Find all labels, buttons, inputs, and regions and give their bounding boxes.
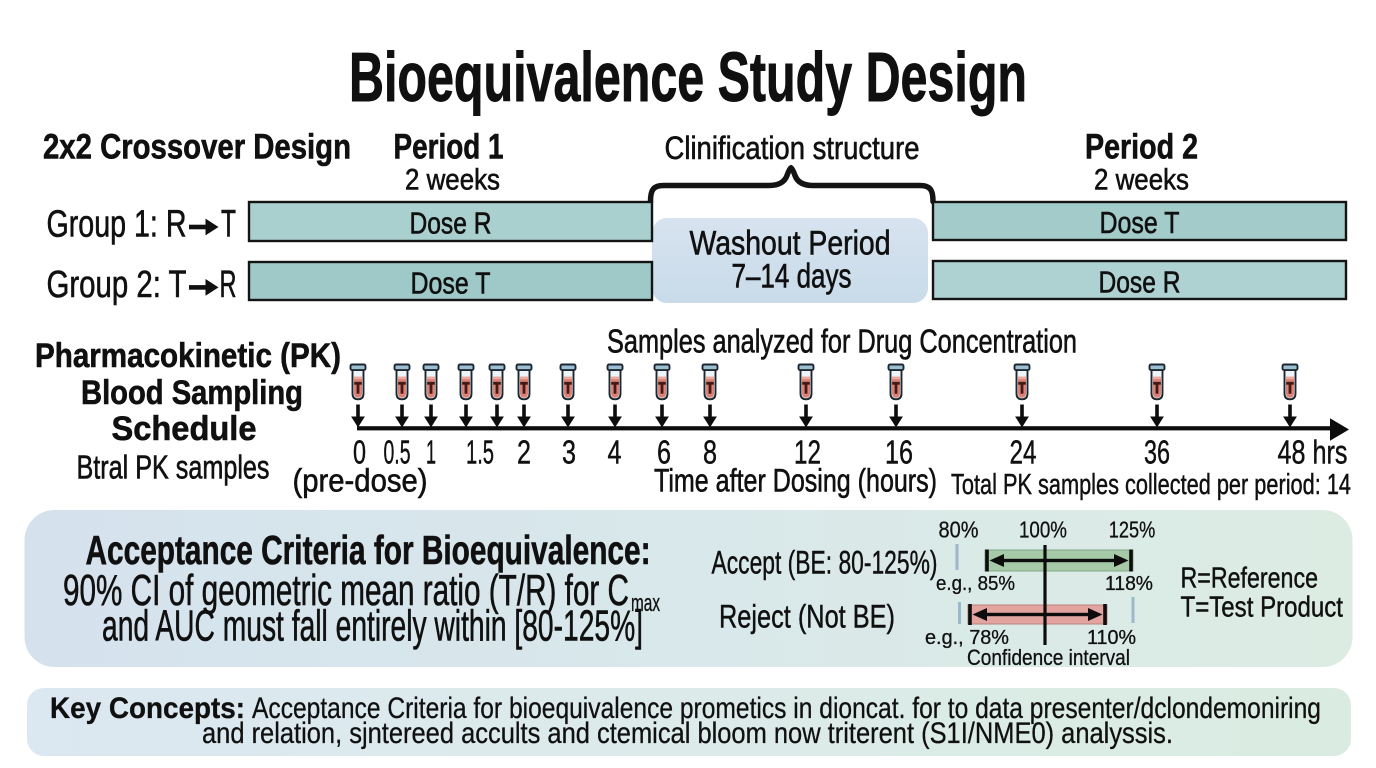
svg-text:Group 2: T: Group 2: T xyxy=(47,264,187,306)
svg-text:Group 1: R: Group 1: R xyxy=(47,204,187,246)
svg-text:Dose R: Dose R xyxy=(1099,265,1181,300)
svg-text:Confidence interval: Confidence interval xyxy=(967,645,1130,670)
svg-text:Period 1: Period 1 xyxy=(394,128,504,167)
svg-text:12: 12 xyxy=(794,434,821,471)
svg-text:T: T xyxy=(221,204,236,246)
svg-text:Time after Dosing (hours): Time after Dosing (hours) xyxy=(654,463,937,499)
svg-text:16: 16 xyxy=(885,434,913,471)
svg-text:Acceptance Criteria for Bioequ: Acceptance Criteria for Bioequivalence: xyxy=(86,527,651,573)
svg-text:3: 3 xyxy=(562,434,576,471)
svg-text:Period 2: Period 2 xyxy=(1085,128,1198,167)
svg-text:1: 1 xyxy=(426,434,436,471)
svg-text:Schedule: Schedule xyxy=(112,410,257,448)
svg-text:R: R xyxy=(220,264,237,306)
svg-text:Total PK samples collected per: Total PK samples collected per period: 1… xyxy=(951,469,1351,501)
svg-text:Accept (BE: 80-125%): Accept (BE: 80-125%) xyxy=(712,545,938,581)
svg-text:7–14 days: 7–14 days xyxy=(732,258,852,296)
svg-text:36: 36 xyxy=(1144,434,1170,471)
svg-text:2x2 Crossover Design: 2x2 Crossover Design xyxy=(43,128,351,167)
svg-text:2 weeks: 2 weeks xyxy=(405,164,500,197)
svg-text:e.g., 78%: e.g., 78% xyxy=(925,627,1009,649)
svg-text:Clinification structure: Clinification structure xyxy=(665,130,920,166)
svg-text:118%: 118% xyxy=(1105,573,1153,595)
svg-text:48 hrs: 48 hrs xyxy=(1278,434,1348,471)
svg-text:2: 2 xyxy=(517,434,531,471)
svg-text:Reject (Not BE): Reject (Not BE) xyxy=(719,598,895,634)
svg-text:T=Test Product: T=Test Product xyxy=(1181,592,1344,624)
svg-text:110%: 110% xyxy=(1087,627,1136,649)
svg-text:Dose R: Dose R xyxy=(410,206,492,241)
svg-text:Dose T: Dose T xyxy=(1100,205,1180,240)
svg-text:Blood Sampling: Blood Sampling xyxy=(81,374,303,412)
svg-text:8: 8 xyxy=(703,434,717,471)
svg-text:6: 6 xyxy=(657,434,671,471)
svg-text:Key Concepts:: Key Concepts: xyxy=(50,692,245,725)
svg-text:4: 4 xyxy=(608,434,622,471)
svg-text:Washout Period: Washout Period xyxy=(690,225,891,263)
svg-text:Btral PK samples: Btral PK samples xyxy=(77,449,270,486)
svg-text:Dose T: Dose T xyxy=(411,266,491,301)
svg-text:max: max xyxy=(631,590,660,617)
svg-text:0.5: 0.5 xyxy=(384,434,411,471)
svg-text:2 weeks: 2 weeks xyxy=(1094,164,1189,197)
svg-text:and relation, sjntereed accult: and relation, sjntereed accults and ctem… xyxy=(202,717,1173,750)
svg-text:(pre-dose): (pre-dose) xyxy=(293,463,428,499)
svg-text:90% CI of geometric mean ratio: 90% CI of geometric mean ratio (T/R) for… xyxy=(63,566,629,615)
svg-text:125%: 125% xyxy=(1109,517,1156,543)
svg-text:Samples analyzed for Drug Conc: Samples analyzed for Drug Concentration xyxy=(607,323,1077,360)
svg-text:100%: 100% xyxy=(1019,517,1067,543)
svg-text:24: 24 xyxy=(1010,434,1037,471)
svg-text:80%: 80% xyxy=(939,517,979,543)
svg-text:Bioequivalence Study Design: Bioequivalence Study Design xyxy=(349,38,1027,116)
svg-text:e.g., 85%: e.g., 85% xyxy=(936,573,1015,595)
svg-text:Pharmacokinetic (PK): Pharmacokinetic (PK) xyxy=(35,337,341,375)
svg-text:R=Reference: R=Reference xyxy=(1181,563,1319,595)
svg-text:1.5: 1.5 xyxy=(466,434,494,471)
svg-text:Acceptance Criteria for bioequ: Acceptance Criteria for bioequivalence p… xyxy=(252,692,1321,725)
svg-text:and AUC must fall entirely wit: and AUC must fall entirely within [80-12… xyxy=(102,602,643,651)
svg-text:0: 0 xyxy=(353,434,366,471)
